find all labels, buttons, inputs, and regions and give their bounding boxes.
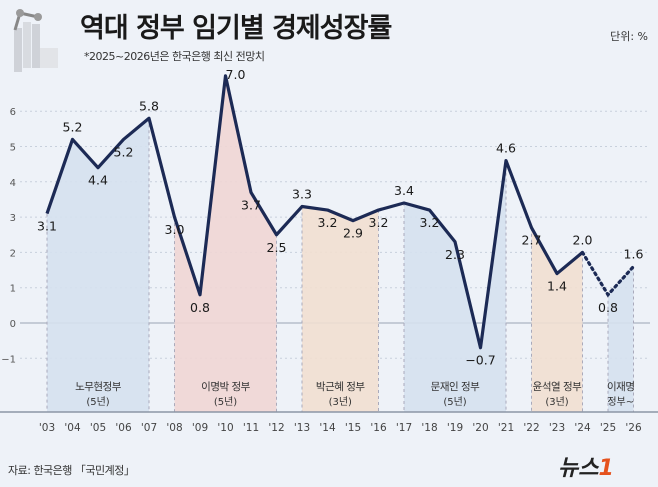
x-tick-label: '26 xyxy=(625,422,642,434)
data-label: −0.7 xyxy=(465,353,495,368)
x-tick-label: '15 xyxy=(345,422,361,434)
x-tick-label: '12 xyxy=(268,422,284,434)
data-label: 7.0 xyxy=(226,67,246,82)
government-band xyxy=(302,206,379,412)
source-label: 자료: 한국은행 「국민계정」 xyxy=(8,464,135,477)
data-label: 1.6 xyxy=(624,247,644,262)
x-tick-label: '11 xyxy=(243,422,259,434)
y-tick-label: 5 xyxy=(10,143,16,154)
x-tick-label: '24 xyxy=(574,422,591,434)
logo-mark: 1 xyxy=(598,456,614,481)
x-tick-label: '03 xyxy=(39,422,55,434)
data-label: 2.7 xyxy=(522,233,542,248)
y-tick-label: 3 xyxy=(10,213,16,224)
government-band xyxy=(531,227,583,412)
x-tick-label: '08 xyxy=(166,422,182,434)
data-label: 4.4 xyxy=(88,173,108,188)
x-tick-label: '10 xyxy=(217,422,233,434)
y-tick-label: 0 xyxy=(10,319,16,330)
growth-line xyxy=(45,74,584,350)
government-band xyxy=(404,160,506,412)
x-tick-label: '09 xyxy=(192,422,208,434)
data-label: 0.8 xyxy=(598,300,618,315)
x-tick-label: '18 xyxy=(421,422,437,434)
y-tick-label: 4 xyxy=(10,178,16,189)
y-tick-label: 2 xyxy=(10,248,16,259)
chart-illustration-icon xyxy=(13,9,58,72)
government-term: (3년) xyxy=(329,396,352,408)
forecast-line xyxy=(580,250,636,298)
x-tick-label: '23 xyxy=(549,422,565,434)
news1-logo: 뉴스1 xyxy=(558,450,614,482)
government-name: 이재명 xyxy=(607,381,634,393)
government-name: 박근혜 정부 xyxy=(316,381,365,393)
data-label: 3.2 xyxy=(420,215,440,230)
government-term: 정부~ xyxy=(607,396,634,408)
x-tick-label: '16 xyxy=(370,422,387,434)
x-tick-label: '05 xyxy=(90,422,106,434)
x-tick-label: '07 xyxy=(141,422,157,434)
data-label: 2.0 xyxy=(573,232,593,247)
data-label: 3.4 xyxy=(394,183,414,198)
data-label: 5.8 xyxy=(139,98,159,113)
data-label: 2.3 xyxy=(445,247,465,262)
government-term: (5년) xyxy=(86,396,109,408)
x-tick-label: '19 xyxy=(447,422,463,434)
government-name: 윤석열 정부 xyxy=(533,381,582,393)
logo-text: 뉴스 xyxy=(558,456,599,481)
data-label: 3.2 xyxy=(369,215,389,230)
data-label: 3.3 xyxy=(292,187,312,202)
government-band xyxy=(47,118,149,412)
data-label: 3.1 xyxy=(37,219,57,234)
data-label: 2.5 xyxy=(267,240,287,255)
government-name: 이명박 정부 xyxy=(201,381,250,393)
government-band xyxy=(608,266,634,412)
x-tick-label: '20 xyxy=(472,422,488,434)
x-tick-label: '14 xyxy=(319,422,336,434)
x-tick-label: '13 xyxy=(294,422,310,434)
chart-title: 역대 정부 임기별 경제성장률 xyxy=(80,13,392,44)
data-label: 1.4 xyxy=(547,279,567,294)
data-label: 3.7 xyxy=(241,197,261,212)
y-tick-label: −1 xyxy=(1,354,16,365)
government-term: (5년) xyxy=(214,396,237,408)
chart-subtitle: *2025~2026년은 한국은행 최신 전망치 xyxy=(84,50,265,63)
government-term: (3년) xyxy=(545,396,568,408)
unit-label: 단위: % xyxy=(610,30,648,43)
x-tick-label: '17 xyxy=(396,422,412,434)
data-label: 3.0 xyxy=(165,222,185,237)
x-tick-label: '06 xyxy=(115,422,132,434)
data-label: 3.2 xyxy=(318,215,338,230)
government-name: 문재인 정부 xyxy=(431,381,480,393)
government-term: (5년) xyxy=(443,396,466,408)
data-label: 4.6 xyxy=(496,141,516,156)
x-tick-label: '25 xyxy=(600,422,616,434)
x-tick-label: '21 xyxy=(498,422,514,434)
x-tick-label: '22 xyxy=(523,422,539,434)
y-tick-label: 1 xyxy=(10,284,16,295)
data-label: 2.9 xyxy=(343,226,363,241)
data-label: 5.2 xyxy=(114,144,134,159)
data-label: 0.8 xyxy=(190,300,210,315)
x-tick-label: '04 xyxy=(64,422,81,434)
government-band xyxy=(174,75,277,413)
government-name: 노무현정부 xyxy=(75,381,122,393)
y-tick-label: 6 xyxy=(10,107,16,118)
data-label: 5.2 xyxy=(63,119,83,134)
